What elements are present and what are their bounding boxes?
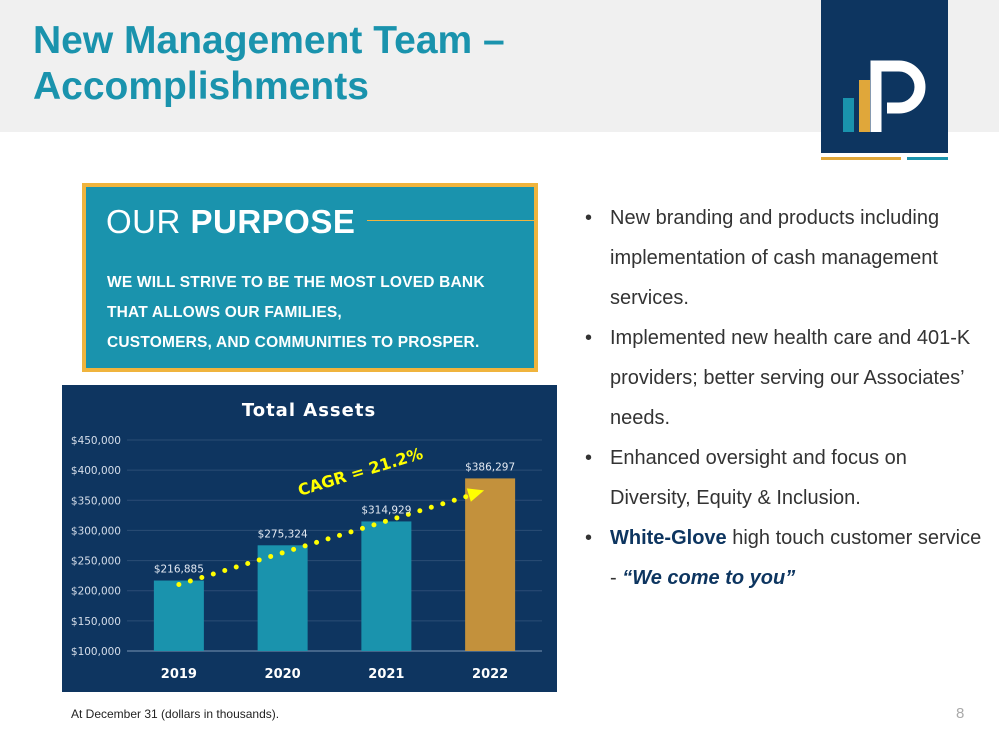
purpose-statement: WE WILL STRIVE TO BE THE MOST LOVED BANK…	[107, 268, 527, 358]
y-tick-label: $250,000	[71, 556, 121, 568]
bullet-item: New branding and products including impl…	[585, 198, 985, 318]
bar-2020	[257, 545, 308, 651]
purpose-line: THAT ALLOWS OUR FAMILIES,	[107, 304, 342, 321]
data-label: $275,324	[258, 528, 308, 540]
y-tick-label: $200,000	[71, 586, 121, 598]
bullet-item: Enhanced oversight and focus on Diversit…	[585, 438, 985, 518]
purpose-line: WE WILL STRIVE TO BE THE MOST LOVED BANK	[107, 274, 485, 291]
x-tick-label: 2021	[368, 667, 404, 682]
y-tick-label: $350,000	[71, 495, 121, 507]
bullet-text: Implemented new health care and 401-K pr…	[610, 327, 971, 429]
footnote: At December 31 (dollars in thousands).	[71, 707, 280, 721]
purpose-divider	[367, 220, 534, 221]
bar-2019	[153, 580, 204, 651]
cagr-annotation: CAGR = 21.2%	[296, 444, 426, 500]
logo-underline-teal	[907, 157, 948, 160]
data-label: $386,297	[465, 461, 515, 473]
bank-logo	[821, 0, 948, 153]
data-label: $314,929	[361, 504, 411, 516]
logo-letter-p	[870, 60, 926, 132]
logo-underline-gold	[821, 157, 901, 160]
bullet-text: New branding and products including impl…	[610, 207, 940, 309]
chart-svg: Total Assets CAGR = 21.2% $100,000 $150,0…	[71, 400, 542, 682]
logo-bar-tall	[859, 80, 870, 132]
y-tick-label: $150,000	[71, 616, 121, 628]
title-line-2: Accomplishments	[33, 65, 369, 108]
y-tick-label: $100,000	[71, 646, 121, 658]
cagr-arrowhead	[466, 488, 485, 502]
bullet-item: White-Glove high touch customer service …	[585, 518, 985, 598]
page-title: New Management Team – Accomplishments	[33, 18, 505, 110]
cagr-trend-line	[176, 492, 473, 588]
title-line-1: New Management Team –	[33, 19, 505, 62]
x-tick-label: 2019	[161, 667, 197, 682]
bullet-quote: “We come to you”	[622, 567, 796, 589]
purpose-heading: OUR PURPOSE	[106, 203, 355, 241]
logo-bar-short	[843, 98, 854, 132]
bullet-bold: White-Glove	[610, 527, 727, 549]
purpose-box: OUR PURPOSE WE WILL STRIVE TO BE THE MOS…	[82, 183, 538, 372]
y-tick-label: $400,000	[71, 465, 121, 477]
data-label: $216,885	[154, 564, 204, 576]
purpose-heading-light: OUR	[106, 203, 191, 240]
y-tick-label: $300,000	[71, 525, 121, 537]
accomplishments-list: New branding and products including impl…	[585, 198, 985, 598]
x-tick-label: 2022	[472, 667, 508, 682]
purpose-heading-bold: PURPOSE	[190, 203, 356, 240]
bullet-text: high touch customer service -	[610, 527, 982, 589]
y-tick-label: $450,000	[71, 435, 121, 447]
bar-2022	[465, 478, 516, 651]
x-tick-label: 2020	[265, 667, 301, 682]
bullet-text: Enhanced oversight and focus on Diversit…	[610, 447, 907, 509]
page-number: 8	[956, 705, 965, 722]
purpose-line: CUSTOMERS, AND COMMUNITIES TO PROSPER.	[107, 334, 480, 351]
chart-title: Total Assets	[242, 400, 376, 421]
bar-2021	[361, 521, 412, 651]
total-assets-chart: Total Assets CAGR = 21.2% $100,000 $150,0…	[62, 385, 557, 692]
bullet-item: Implemented new health care and 401-K pr…	[585, 318, 985, 438]
